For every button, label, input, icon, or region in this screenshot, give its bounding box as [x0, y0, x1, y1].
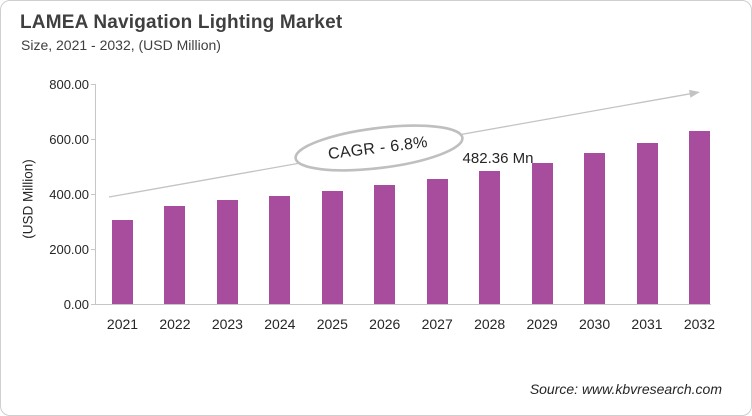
source-text: Source: www.kbvresearch.com: [529, 381, 722, 397]
bar-2025: [321, 190, 343, 304]
y-tick-label-600: 600.00: [49, 132, 89, 147]
x-tick-label-2026: 2026: [369, 316, 401, 332]
x-tick-label-2029: 2029: [526, 316, 558, 332]
y-tick-label-200: 200.00: [49, 242, 89, 257]
y-tick-label-400: 400.00: [49, 187, 89, 202]
x-tick-label-2025: 2025: [316, 316, 348, 332]
x-tick-label-2023: 2023: [211, 316, 243, 332]
bar-2031: [636, 142, 658, 304]
bar-2029: [531, 162, 553, 304]
bar-2028: [479, 171, 501, 304]
x-tick-label-2027: 2027: [421, 316, 453, 332]
y-tick-mark-600: [91, 139, 95, 140]
y-tick-mark-400: [91, 194, 95, 195]
chart-subtitle: Size, 2021 - 2032, (USD Million): [21, 37, 221, 53]
value-annotation-2028: 482.36 Mn: [462, 150, 534, 167]
x-tick-label-2032: 2032: [683, 316, 716, 332]
x-tick-label-2031: 2031: [631, 316, 663, 332]
bar-2032: [688, 131, 710, 304]
x-tick-label-2024: 2024: [264, 316, 296, 332]
y-axis-line: [95, 84, 96, 305]
x-tick-label-2021: 2021: [106, 316, 139, 332]
bar-2030: [584, 153, 606, 304]
y-tick-label-0: 0.00: [63, 297, 89, 312]
y-tick-label-800: 800.00: [49, 77, 89, 92]
y-tick-mark-0: [91, 304, 95, 305]
bar-2023: [216, 200, 238, 304]
x-tick-label-2028: 2028: [474, 316, 506, 332]
y-axis-title: (USD Million): [20, 159, 36, 239]
bar-2026: [374, 185, 396, 304]
plot-area: [95, 84, 711, 304]
bar-2024: [269, 195, 291, 304]
x-axis-line: [95, 304, 711, 305]
chart-title: LAMEA Navigation Lighting Market: [20, 12, 343, 33]
y-tick-mark-200: [91, 249, 95, 250]
bar-2022: [164, 206, 186, 304]
y-tick-mark-800: [91, 84, 95, 85]
x-tick-label-2022: 2022: [159, 316, 191, 332]
x-tick-label-2030: 2030: [578, 316, 611, 332]
bar-2021: [112, 220, 133, 304]
bar-2027: [426, 179, 448, 304]
